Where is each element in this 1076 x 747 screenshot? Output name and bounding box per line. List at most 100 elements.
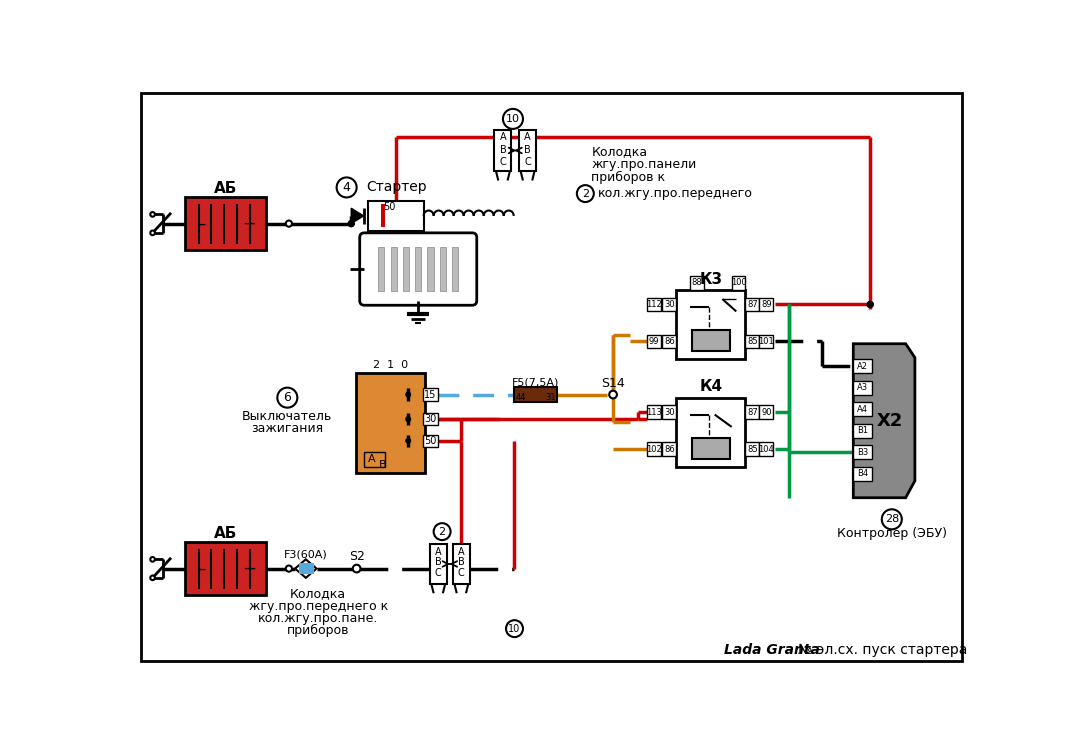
Text: 31: 31 (546, 393, 556, 402)
Bar (732, 276, 746, 290)
Text: A: A (368, 454, 376, 464)
Text: 2  1  0: 2 1 0 (373, 360, 408, 371)
Text: 2: 2 (582, 188, 589, 199)
Bar (356, 373, 425, 473)
Circle shape (609, 391, 617, 398)
Circle shape (353, 565, 360, 572)
Bar (853, 359, 872, 373)
Bar (760, 297, 774, 311)
Text: 87: 87 (747, 300, 758, 309)
Bar (663, 406, 676, 419)
Circle shape (406, 392, 411, 397)
Text: 28: 28 (884, 514, 898, 524)
Text: 6: 6 (283, 391, 292, 404)
Bar (364, 451, 385, 467)
Text: 99: 99 (649, 337, 660, 346)
Text: C: C (499, 157, 507, 167)
Circle shape (506, 620, 523, 637)
Bar (676, 397, 746, 467)
Text: К3: К3 (699, 272, 722, 287)
Bar (514, 387, 557, 403)
Bar (453, 544, 470, 584)
Text: 100: 100 (731, 279, 747, 288)
Text: B1: B1 (856, 427, 868, 436)
Text: 10: 10 (508, 624, 521, 633)
Polygon shape (351, 208, 364, 223)
Circle shape (286, 220, 292, 226)
Text: 2: 2 (439, 527, 445, 536)
Text: 30: 30 (664, 408, 675, 417)
Circle shape (151, 575, 155, 580)
Text: приборов: приборов (287, 624, 350, 637)
Bar (692, 438, 731, 459)
Text: +: + (242, 214, 256, 232)
Circle shape (286, 565, 292, 571)
Text: C: C (524, 157, 530, 167)
Text: B: B (435, 557, 441, 568)
Circle shape (867, 301, 874, 308)
Bar (391, 247, 397, 291)
Bar (402, 247, 409, 291)
Bar (746, 442, 760, 456)
Text: 30: 30 (664, 300, 675, 309)
Bar (676, 290, 746, 359)
Text: 30: 30 (424, 414, 437, 424)
Text: 104: 104 (759, 444, 774, 453)
Text: 15: 15 (424, 389, 437, 400)
Bar (663, 442, 676, 456)
Text: зажигания: зажигания (252, 422, 324, 435)
Text: кол.жгу.про.переднего: кол.жгу.про.переднего (597, 187, 752, 200)
Text: Контролер (ЭБУ): Контролер (ЭБУ) (837, 527, 947, 539)
Bar (853, 403, 872, 416)
Bar (647, 442, 661, 456)
Circle shape (502, 109, 523, 129)
Text: 86: 86 (664, 337, 675, 346)
Text: 85: 85 (747, 337, 758, 346)
Text: S2: S2 (349, 550, 365, 562)
Text: Выключатель: Выключатель (242, 409, 332, 423)
Text: АБ: АБ (214, 526, 237, 541)
Circle shape (151, 212, 155, 217)
Text: A: A (435, 547, 441, 557)
Circle shape (349, 220, 354, 226)
Text: 10: 10 (506, 114, 520, 124)
Text: 88: 88 (692, 279, 703, 288)
Bar (853, 424, 872, 438)
Text: A3: A3 (856, 383, 868, 392)
Text: F5(7,5A): F5(7,5A) (512, 377, 560, 387)
Circle shape (151, 557, 155, 562)
Bar (185, 197, 266, 249)
Bar (452, 247, 458, 291)
Bar (415, 247, 422, 291)
Bar (663, 297, 676, 311)
Text: C: C (435, 568, 441, 578)
Bar (185, 542, 266, 595)
Text: –: – (198, 214, 207, 232)
Text: 112: 112 (646, 300, 662, 309)
Circle shape (406, 417, 411, 421)
Text: 85: 85 (747, 444, 758, 453)
Bar (853, 445, 872, 459)
Circle shape (881, 509, 902, 530)
Text: A: A (524, 132, 530, 143)
Text: Колодка: Колодка (291, 587, 346, 601)
Bar (368, 201, 424, 231)
Bar (692, 330, 731, 351)
Text: приборов к: приборов к (592, 171, 666, 184)
Bar (647, 297, 661, 311)
Text: № эл.сх. пуск стартера: № эл.сх. пуск стартера (797, 643, 967, 657)
Bar (519, 130, 536, 171)
Text: 113: 113 (646, 408, 662, 417)
Bar (663, 335, 676, 348)
Text: B: B (458, 557, 465, 568)
Text: A2: A2 (856, 362, 868, 371)
Bar (746, 406, 760, 419)
Bar (690, 276, 704, 290)
Text: 50: 50 (424, 436, 437, 446)
Text: A: A (458, 547, 465, 557)
Text: –: – (198, 560, 207, 577)
Bar (429, 544, 447, 584)
Text: К4: К4 (699, 379, 722, 394)
Circle shape (434, 523, 451, 540)
Text: Lada Granta: Lada Granta (724, 643, 820, 657)
